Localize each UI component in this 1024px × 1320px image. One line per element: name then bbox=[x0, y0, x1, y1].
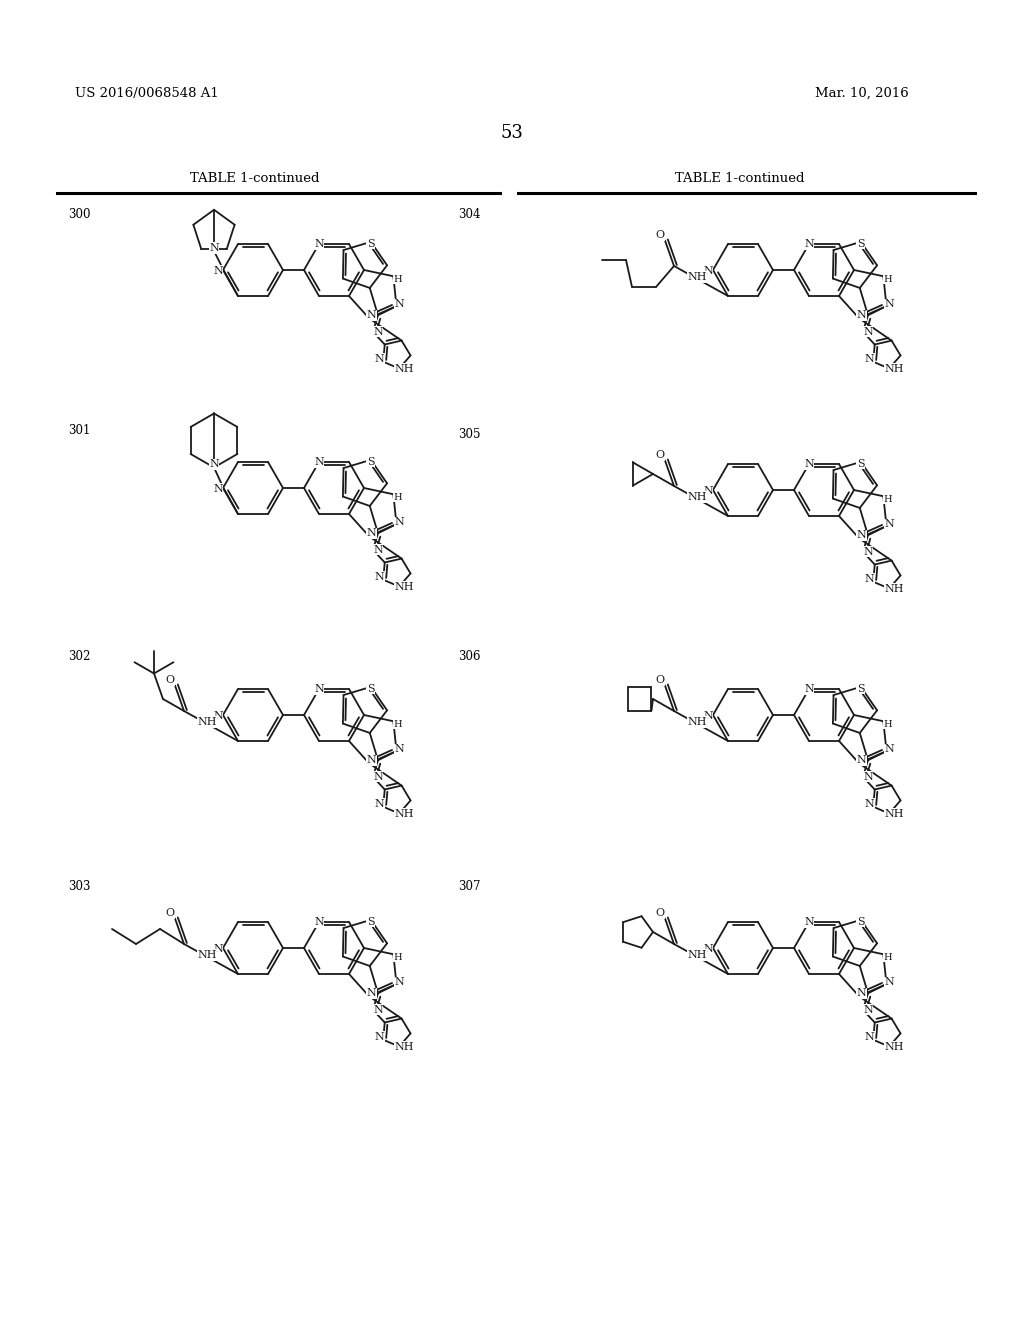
Text: H: H bbox=[883, 495, 892, 504]
Text: NH: NH bbox=[885, 809, 904, 818]
Text: 53: 53 bbox=[501, 124, 523, 143]
Text: N: N bbox=[804, 917, 814, 927]
Text: 300: 300 bbox=[68, 209, 90, 222]
Text: N: N bbox=[314, 239, 324, 249]
Text: N: N bbox=[885, 977, 894, 987]
Text: H: H bbox=[393, 719, 401, 729]
Text: O: O bbox=[655, 231, 665, 240]
Text: O: O bbox=[166, 676, 174, 685]
Text: N: N bbox=[703, 711, 713, 721]
Text: N: N bbox=[213, 711, 223, 721]
Text: N: N bbox=[373, 772, 383, 781]
Text: US 2016/0068548 A1: US 2016/0068548 A1 bbox=[75, 87, 219, 99]
Text: 303: 303 bbox=[68, 880, 90, 894]
Text: N: N bbox=[367, 755, 376, 766]
Text: H: H bbox=[883, 719, 892, 729]
Text: N: N bbox=[209, 243, 219, 253]
Text: NH: NH bbox=[394, 363, 414, 374]
Text: N: N bbox=[314, 917, 324, 927]
Text: N: N bbox=[373, 545, 383, 554]
Text: NH: NH bbox=[885, 583, 904, 594]
Text: NH: NH bbox=[198, 950, 217, 960]
Text: 304: 304 bbox=[458, 209, 480, 222]
Text: N: N bbox=[375, 572, 384, 582]
Text: N: N bbox=[213, 944, 223, 954]
Text: NH: NH bbox=[394, 1041, 414, 1052]
Text: N: N bbox=[864, 574, 874, 583]
Text: N: N bbox=[703, 486, 713, 496]
Text: N: N bbox=[856, 989, 866, 998]
Text: H: H bbox=[883, 953, 892, 962]
Text: N: N bbox=[863, 772, 872, 781]
Text: N: N bbox=[863, 546, 872, 557]
Text: O: O bbox=[655, 676, 665, 685]
Text: NH: NH bbox=[687, 272, 707, 282]
Text: NH: NH bbox=[394, 582, 414, 591]
Text: N: N bbox=[213, 267, 223, 276]
Text: S: S bbox=[367, 917, 375, 927]
Text: N: N bbox=[373, 327, 383, 337]
Text: S: S bbox=[857, 459, 864, 469]
Text: O: O bbox=[655, 450, 665, 461]
Text: NH: NH bbox=[394, 809, 414, 818]
Text: N: N bbox=[885, 519, 894, 529]
Text: 301: 301 bbox=[68, 424, 90, 437]
Text: NH: NH bbox=[885, 363, 904, 374]
Text: N: N bbox=[367, 310, 376, 321]
Text: 306: 306 bbox=[458, 651, 480, 664]
Text: N: N bbox=[885, 744, 894, 754]
Text: TABLE 1-continued: TABLE 1-continued bbox=[190, 172, 319, 185]
Text: H: H bbox=[393, 953, 401, 962]
Text: S: S bbox=[857, 917, 864, 927]
Text: NH: NH bbox=[687, 950, 707, 960]
Text: N: N bbox=[863, 327, 872, 337]
Text: N: N bbox=[314, 457, 324, 467]
Text: S: S bbox=[367, 684, 375, 694]
Text: N: N bbox=[804, 459, 814, 469]
Text: NH: NH bbox=[687, 717, 707, 727]
Text: TABLE 1-continued: TABLE 1-continued bbox=[675, 172, 805, 185]
Text: N: N bbox=[375, 1032, 384, 1041]
Text: N: N bbox=[314, 684, 324, 694]
Text: N: N bbox=[863, 1005, 872, 1015]
Text: Mar. 10, 2016: Mar. 10, 2016 bbox=[815, 87, 908, 99]
Text: 307: 307 bbox=[458, 880, 480, 894]
Text: N: N bbox=[885, 300, 894, 309]
Text: N: N bbox=[856, 310, 866, 321]
Text: O: O bbox=[655, 908, 665, 919]
Text: NH: NH bbox=[687, 492, 707, 502]
Text: N: N bbox=[864, 799, 874, 809]
Text: N: N bbox=[375, 354, 384, 364]
Text: N: N bbox=[804, 239, 814, 249]
Text: N: N bbox=[375, 799, 384, 809]
Text: N: N bbox=[373, 1005, 383, 1015]
Text: N: N bbox=[209, 459, 219, 470]
Text: N: N bbox=[367, 989, 376, 998]
Text: 305: 305 bbox=[458, 429, 480, 441]
Text: N: N bbox=[804, 684, 814, 694]
Text: NH: NH bbox=[198, 717, 217, 727]
Text: N: N bbox=[394, 977, 404, 987]
Text: S: S bbox=[857, 684, 864, 694]
Text: N: N bbox=[213, 484, 223, 494]
Text: N: N bbox=[856, 755, 866, 766]
Text: H: H bbox=[393, 492, 401, 502]
Text: 302: 302 bbox=[68, 651, 90, 664]
Text: S: S bbox=[367, 457, 375, 467]
Text: N: N bbox=[703, 944, 713, 954]
Text: N: N bbox=[856, 531, 866, 540]
Text: N: N bbox=[703, 267, 713, 276]
Text: N: N bbox=[394, 744, 404, 754]
Text: N: N bbox=[864, 354, 874, 364]
Text: S: S bbox=[367, 239, 375, 249]
Text: N: N bbox=[394, 300, 404, 309]
Text: O: O bbox=[166, 908, 174, 919]
Text: H: H bbox=[393, 275, 401, 284]
Text: H: H bbox=[883, 275, 892, 284]
Text: NH: NH bbox=[885, 1041, 904, 1052]
Text: N: N bbox=[394, 517, 404, 527]
Text: N: N bbox=[367, 528, 376, 539]
Text: S: S bbox=[857, 239, 864, 249]
Text: N: N bbox=[864, 1032, 874, 1041]
